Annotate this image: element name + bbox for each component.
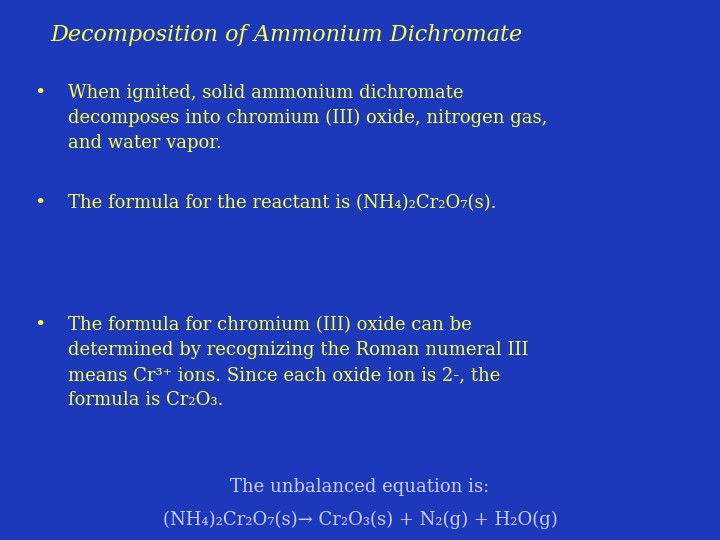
Text: The formula for the reactant is (NH₄)₂Cr₂O₇(s).: The formula for the reactant is (NH₄)₂Cr…: [68, 194, 497, 212]
Text: •: •: [34, 84, 45, 102]
Text: Decomposition of Ammonium Dichromate: Decomposition of Ammonium Dichromate: [50, 24, 523, 46]
Text: •: •: [34, 194, 45, 212]
Text: (NH₄)₂Cr₂O₇(s)→ Cr₂O₃(s) + N₂(g) + H₂O(g): (NH₄)₂Cr₂O₇(s)→ Cr₂O₃(s) + N₂(g) + H₂O(g…: [163, 510, 557, 529]
Text: •: •: [34, 316, 45, 334]
Text: The unbalanced equation is:: The unbalanced equation is:: [230, 478, 490, 496]
Text: The formula for chromium (III) oxide can be
determined by recognizing the Roman : The formula for chromium (III) oxide can…: [68, 316, 529, 409]
Text: When ignited, solid ammonium dichromate
decomposes into chromium (III) oxide, ni: When ignited, solid ammonium dichromate …: [68, 84, 548, 152]
